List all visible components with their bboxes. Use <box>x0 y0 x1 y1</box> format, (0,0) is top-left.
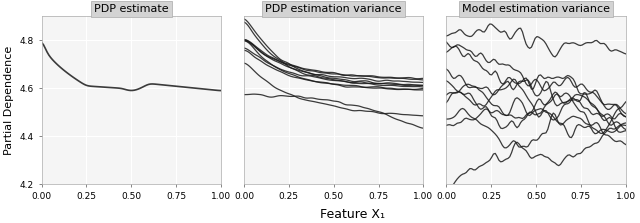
Title: Model estimation variance: Model estimation variance <box>462 4 610 14</box>
Title: PDP estimate: PDP estimate <box>94 4 169 14</box>
Y-axis label: Partial Dependence: Partial Dependence <box>4 46 14 155</box>
Title: PDP estimation variance: PDP estimation variance <box>266 4 402 14</box>
Text: Feature X₁: Feature X₁ <box>319 208 385 221</box>
